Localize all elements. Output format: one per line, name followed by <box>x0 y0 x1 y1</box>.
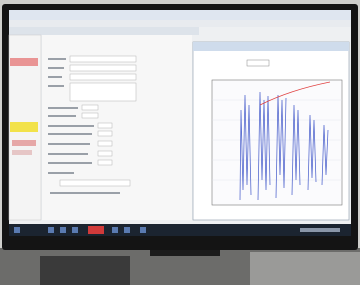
label <box>48 133 92 135</box>
app-icon[interactable] <box>140 227 146 233</box>
text-field[interactable] <box>70 74 136 80</box>
app-icon[interactable] <box>72 227 78 233</box>
label <box>48 76 62 78</box>
photo <box>0 0 360 285</box>
system-tray <box>300 228 340 232</box>
text-field[interactable] <box>70 56 136 62</box>
chart-toolbar <box>193 42 349 51</box>
panel-item <box>12 140 36 146</box>
app-icon[interactable] <box>60 227 66 233</box>
input[interactable] <box>98 151 112 156</box>
label <box>48 125 94 127</box>
toolbar <box>9 27 199 35</box>
input[interactable] <box>82 113 98 118</box>
desk-object <box>250 252 360 285</box>
label <box>48 58 66 60</box>
start-button[interactable] <box>14 227 20 233</box>
text-field[interactable] <box>70 65 136 71</box>
label <box>50 192 120 194</box>
input[interactable] <box>60 180 130 186</box>
text-area[interactable] <box>70 83 136 101</box>
input[interactable] <box>82 105 98 110</box>
input[interactable] <box>98 141 112 146</box>
app-icon[interactable] <box>124 227 130 233</box>
page <box>0 0 360 285</box>
desk-object <box>40 256 130 285</box>
input[interactable] <box>247 60 269 66</box>
app-icon[interactable] <box>48 227 54 233</box>
app-icon[interactable] <box>88 226 104 234</box>
label <box>48 143 90 145</box>
label <box>48 107 78 109</box>
panel-item <box>10 58 38 66</box>
label <box>48 172 74 174</box>
input[interactable] <box>98 131 112 136</box>
label <box>48 85 64 87</box>
label <box>48 153 88 155</box>
menu-bar <box>9 20 351 27</box>
input[interactable] <box>98 160 112 165</box>
label <box>48 115 76 117</box>
label <box>48 67 64 69</box>
input[interactable] <box>98 123 112 128</box>
app-icon[interactable] <box>112 227 118 233</box>
panel-item <box>12 150 32 155</box>
title-bar <box>9 10 351 20</box>
panel-button[interactable] <box>10 122 38 132</box>
label <box>48 162 92 164</box>
